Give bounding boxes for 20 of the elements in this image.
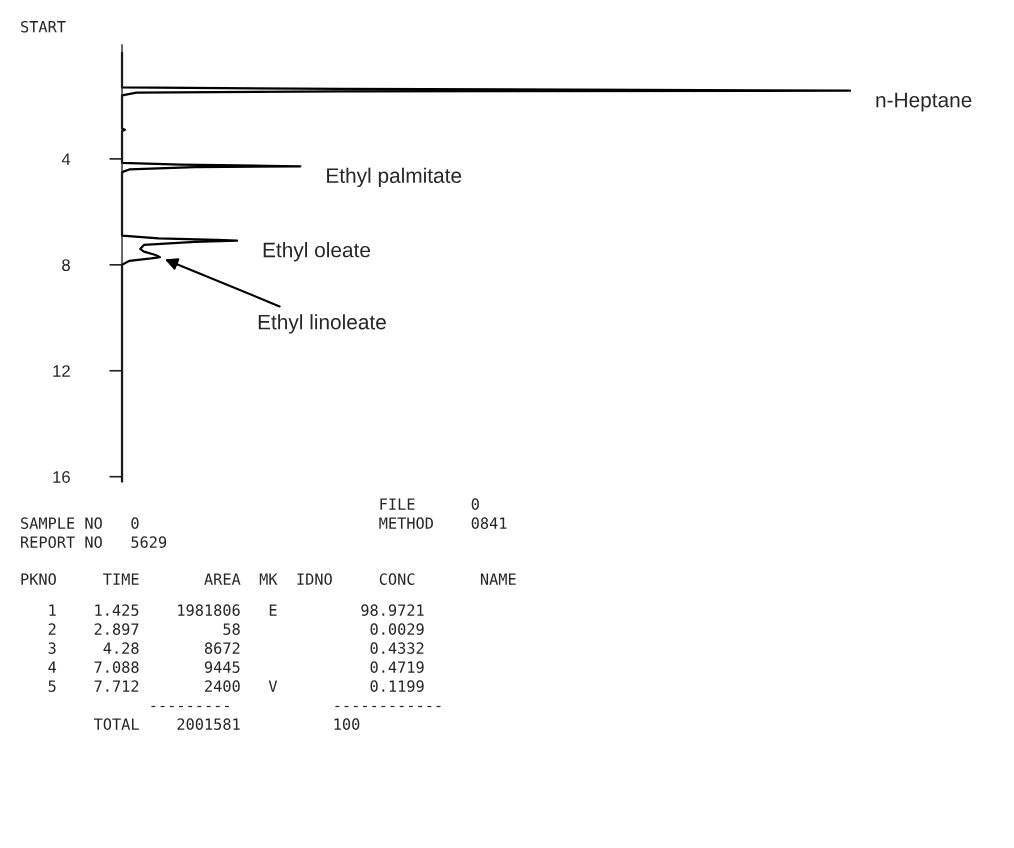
- annotation: Ethyl palmitate: [327, 167, 462, 188]
- y-tick-label: 12: [53, 365, 70, 377]
- chart-title: START: [21, 20, 66, 33]
- text: --------- ------------: [151, 705, 441, 708]
- text: 2 2.897 58 0.0029: [48, 623, 424, 635]
- text: 1 1.425 1981806 E 98.9721: [49, 604, 424, 616]
- text: REPORT NO 5629: [21, 536, 167, 548]
- text: 4 7.088 9445 0.4719: [48, 661, 424, 673]
- annotation: n-Heptane: [876, 92, 972, 112]
- text: TOTAL 2001581 100: [93, 718, 360, 730]
- y-tick-label: 4: [61, 153, 71, 165]
- text: FILE 0: [380, 498, 479, 510]
- y-tick-label: 16: [53, 471, 70, 483]
- text: SAMPLE NO 0 METHOD 0841: [21, 517, 507, 529]
- text: PKNO TIME AREA MK IDNO CONC NAME: [21, 573, 516, 585]
- text: 3 4.28 8672 0.4332: [48, 642, 424, 654]
- y-tick-label: 8: [62, 259, 70, 272]
- annotation: Ethyl oleate: [263, 242, 370, 262]
- text: 5 7.712 2400 V 0.1199: [48, 680, 424, 692]
- annotation: Ethyl linoleate: [258, 314, 386, 334]
